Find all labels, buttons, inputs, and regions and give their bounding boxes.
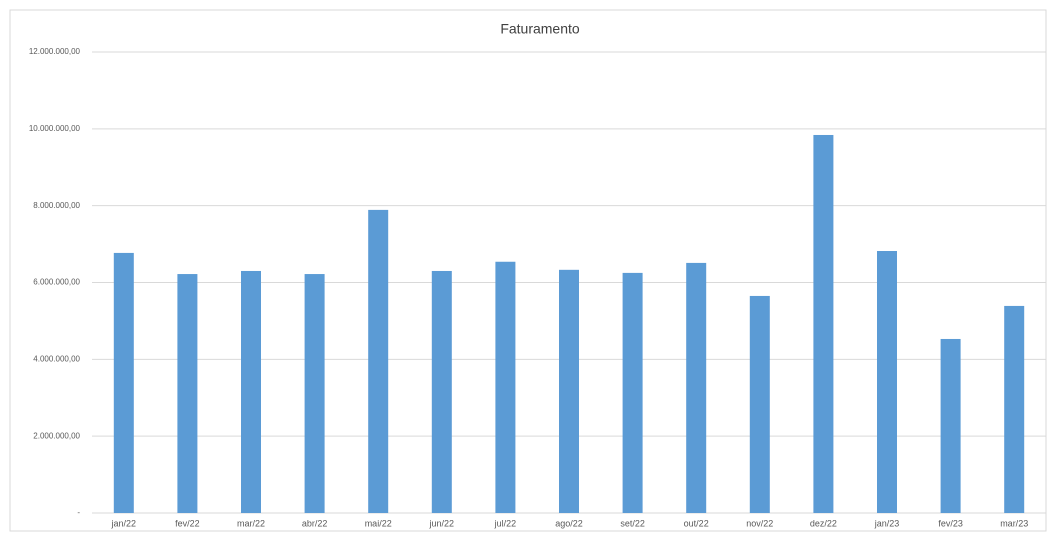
bar [622,272,643,513]
x-tick-label: set/22 [620,518,645,528]
x-tick-label: out/22 [684,518,709,528]
y-tick-label: 6.000.000,00 [33,278,80,287]
x-tick-label: fev/23 [938,518,963,528]
bar [749,295,770,513]
x-tick-label: mar/23 [1000,518,1028,528]
chart-title: Faturamento [500,21,580,37]
bar [177,274,198,513]
bar [877,250,897,513]
bar [304,274,325,513]
x-tick-label: jun/22 [429,518,455,528]
bar [368,209,389,513]
x-tick-label: jan/22 [111,518,137,528]
bar [113,252,134,513]
y-tick-label: 12.000.000,00 [29,47,81,56]
x-tick-label: ago/22 [555,518,583,528]
bar [686,262,707,513]
x-tick-label: jan/23 [874,518,900,528]
bar [241,270,261,513]
y-tick-label: - [77,508,80,517]
x-tick-label: mar/22 [237,518,265,528]
bar [495,261,516,513]
bar [940,338,961,513]
y-tick-label: 8.000.000,00 [33,201,80,210]
bar [431,270,452,513]
x-tick-label: mai/22 [365,518,392,528]
y-tick-label: 10.000.000,00 [29,124,81,133]
bar [1004,305,1025,513]
x-tick-label: abr/22 [302,518,328,528]
y-tick-label: 2.000.000,00 [33,431,80,440]
x-tick-label: fev/22 [175,518,200,528]
x-tick-label: nov/22 [746,518,773,528]
x-tick-label: dez/22 [810,518,837,528]
bar [559,269,579,513]
y-tick-label: 4.000.000,00 [33,354,80,363]
bar [813,134,834,514]
x-tick-label: jul/22 [494,518,517,528]
